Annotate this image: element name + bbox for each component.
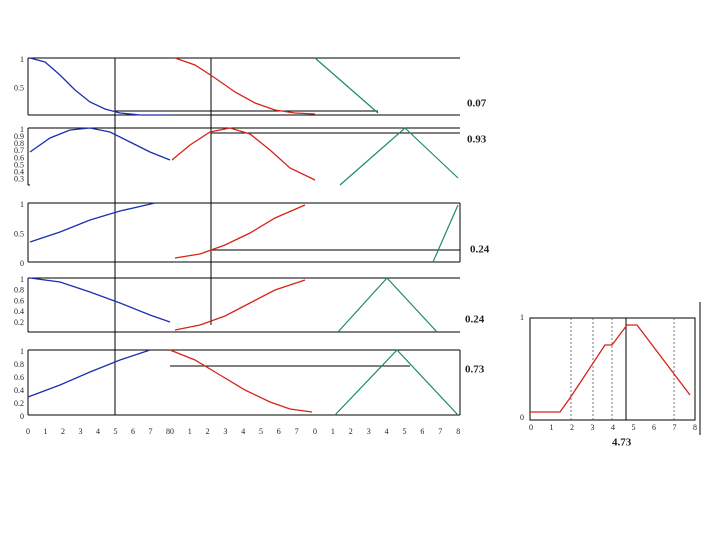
x-tick-label: 2 xyxy=(570,423,574,432)
x-tick-label: 1 xyxy=(44,427,48,436)
y-tick-label: 0.4 xyxy=(14,386,24,395)
y-tick-label: 0.7 xyxy=(14,146,24,155)
x-tick-label: 7 xyxy=(673,423,677,432)
y-tick-label: 1 xyxy=(20,347,24,356)
output-value: 0.93 xyxy=(467,134,487,146)
y-tick-label: 0.6 xyxy=(14,153,24,162)
y-tick-label: 0.5 xyxy=(14,83,24,92)
x-tick-label: 3 xyxy=(591,423,595,432)
y-tick-label: 0.9 xyxy=(14,132,24,141)
x-tick-label: 2 xyxy=(349,427,353,436)
x-tick-label: 2 xyxy=(61,427,65,436)
x-tick-label: 3 xyxy=(223,427,227,436)
output-value: 0.24 xyxy=(470,244,490,256)
x-tick-label: 7 xyxy=(295,427,299,436)
x-tick-label: 4 xyxy=(611,423,615,432)
x-tick-label: 8 xyxy=(693,423,697,432)
x-tick-label: 4 xyxy=(96,427,100,436)
y-tick-label: 1 xyxy=(20,125,24,134)
y-tick-label: 0.8 xyxy=(14,360,24,369)
y-tick-label: 0.8 xyxy=(14,139,24,148)
x-tick-label: 3 xyxy=(367,427,371,436)
y-tick-label: 0 xyxy=(520,413,524,422)
x-tick-label: 5 xyxy=(259,427,263,436)
x-tick-label: 1 xyxy=(188,427,192,436)
y-tick-label: 0.8 xyxy=(14,286,24,295)
y-tick-label: 0.2 xyxy=(14,318,24,327)
panels xyxy=(27,57,461,416)
output-value: 0.07 xyxy=(467,98,487,110)
x-tick-label: 7 xyxy=(149,427,153,436)
x-tick-label: 1 xyxy=(331,427,335,436)
x-tick-label: 4 xyxy=(241,427,245,436)
x-tick-label: 0 xyxy=(170,427,174,436)
result-panel xyxy=(529,302,701,435)
x-tick-label: 3 xyxy=(79,427,83,436)
output-value: 0.24 xyxy=(465,314,485,326)
labels: 0.07 0.93 0.24 0.24 0.73 4.73 xyxy=(465,98,632,449)
y-tick-label: 1 xyxy=(20,55,24,64)
x-tick-label: 6 xyxy=(131,427,135,436)
x-tick-label: 6 xyxy=(652,423,656,432)
membership-curves xyxy=(27,57,459,416)
y-tick-label: 0.6 xyxy=(14,373,24,382)
y-tick-label: 0.4 xyxy=(14,168,24,177)
y-tick-label: 1 xyxy=(20,275,24,284)
x-tick-label: 0 xyxy=(26,427,30,436)
y-tick-label: 1 xyxy=(20,200,24,209)
y-tick-label: 0.6 xyxy=(14,296,24,305)
result-value: 4.73 xyxy=(612,437,632,449)
x-tick-label: 8 xyxy=(166,427,170,436)
y-tick-label: 0.3 xyxy=(14,175,24,184)
x-tick-label: 1 xyxy=(550,423,554,432)
y-tick-label: 0.2 xyxy=(14,399,24,408)
x-tick-label: 6 xyxy=(277,427,281,436)
x-tick-label: 7 xyxy=(438,427,442,436)
y-tick-label: 0.4 xyxy=(14,307,24,316)
x-tick-label: 5 xyxy=(632,423,636,432)
x-tick-label: 5 xyxy=(114,427,118,436)
x-tick-label: 4 xyxy=(385,427,389,436)
x-tick-label: 8 xyxy=(456,427,460,436)
x-tick-label: 0 xyxy=(529,423,533,432)
x-tick-label: 2 xyxy=(206,427,210,436)
y-tick-label: 1 xyxy=(520,313,524,322)
x-tick-label: 6 xyxy=(420,427,424,436)
y-tick-label: 0.5 xyxy=(14,160,24,169)
output-value: 0.73 xyxy=(465,364,485,376)
x-tick-label: 5 xyxy=(403,427,407,436)
y-tick-label: 0 xyxy=(20,259,24,268)
y-tick-label: 0 xyxy=(20,412,24,421)
y-tick-label: 0.5 xyxy=(14,229,24,238)
x-tick-label: 0 xyxy=(313,427,317,436)
